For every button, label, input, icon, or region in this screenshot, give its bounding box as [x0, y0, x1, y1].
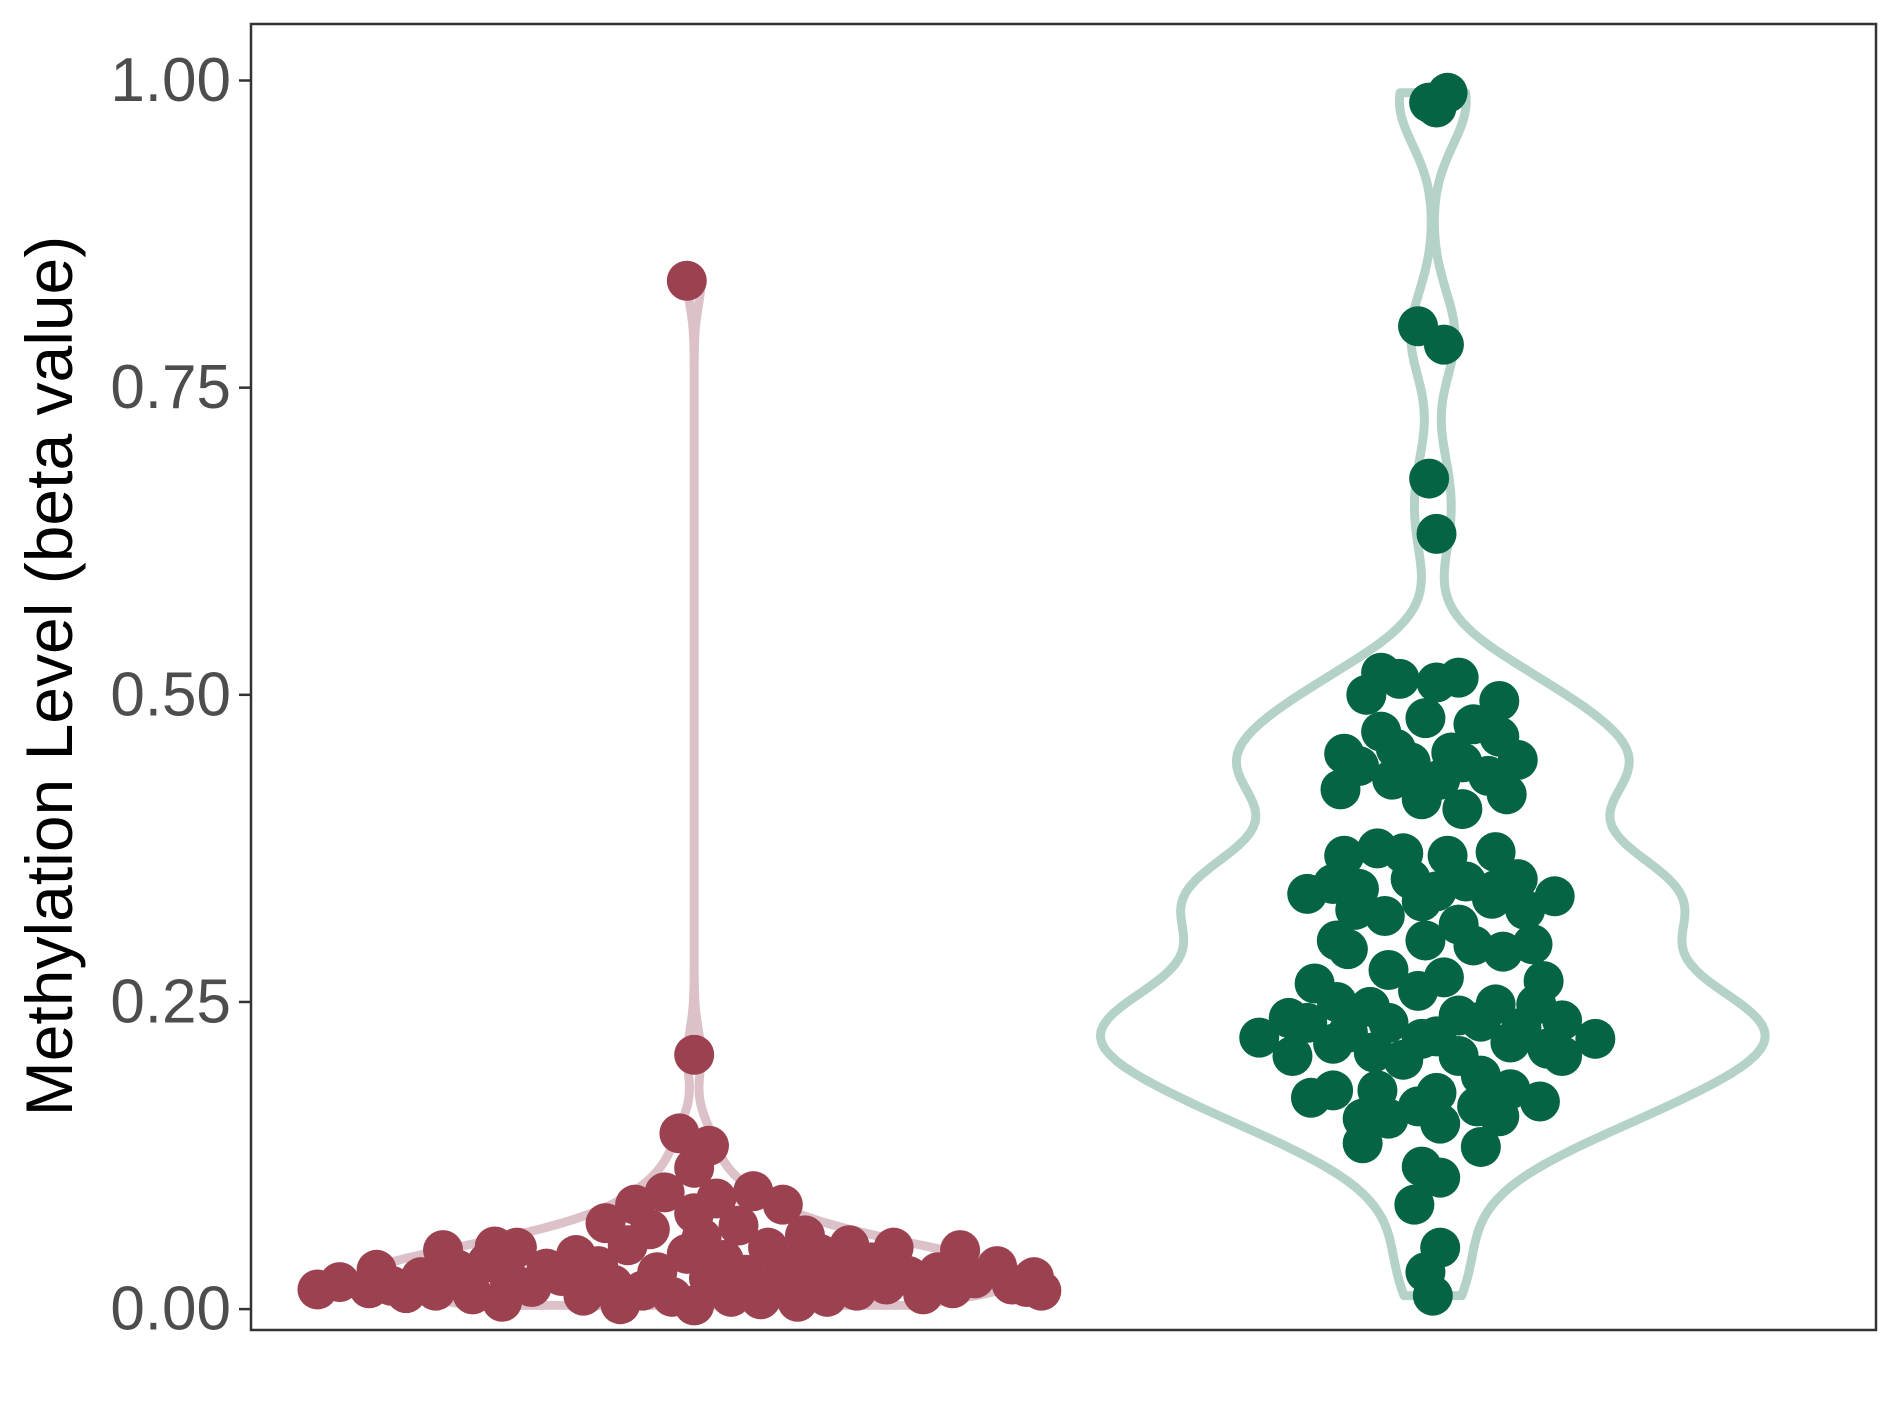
data-point	[666, 260, 707, 301]
plot-area	[297, 72, 1770, 1326]
data-point	[1420, 1103, 1461, 1144]
data-point	[629, 1209, 670, 1250]
y-axis: 0.00 0.25 0.50 0.75 1.00	[110, 46, 251, 1344]
data-point	[1479, 1096, 1520, 1137]
data-point	[1438, 657, 1479, 698]
data-point	[1287, 873, 1328, 914]
data-point	[1405, 698, 1446, 739]
data-point	[1575, 1018, 1616, 1059]
data-point	[1542, 1036, 1583, 1077]
data-point	[1460, 1126, 1501, 1167]
y-tick-label: 1.00	[110, 46, 231, 115]
data-point	[1519, 1081, 1560, 1122]
data-point	[1320, 769, 1361, 810]
data-point	[762, 1184, 803, 1225]
data-point	[1383, 1039, 1424, 1080]
data-point	[1398, 970, 1439, 1011]
data-point	[718, 1205, 759, 1246]
data-point	[1368, 950, 1409, 991]
data-point	[1316, 981, 1357, 1022]
data-point	[1346, 674, 1387, 715]
data-point	[1416, 513, 1457, 554]
y-tick-label: 0.25	[110, 967, 231, 1036]
data-point	[1427, 72, 1468, 113]
data-point	[1475, 870, 1516, 911]
data-point	[1313, 1070, 1354, 1111]
violin-outline	[1095, 88, 1770, 1301]
data-point	[1512, 924, 1553, 965]
y-tick-label: 0.50	[110, 660, 231, 729]
data-point	[1486, 774, 1527, 815]
data-point	[1327, 929, 1368, 970]
data-point	[496, 1227, 537, 1268]
data-point	[1420, 1157, 1461, 1198]
data-point	[644, 1172, 685, 1213]
y-tick-label: 0.75	[110, 353, 231, 422]
data-point	[1372, 759, 1413, 800]
data-point	[1534, 876, 1575, 917]
data-point	[1368, 1098, 1409, 1139]
data-point	[1239, 1017, 1280, 1058]
data-point	[1490, 1022, 1531, 1063]
data-point	[1405, 920, 1446, 961]
data-point	[1368, 1002, 1409, 1043]
data-point	[1401, 779, 1442, 820]
data-point	[1497, 739, 1538, 780]
data-point	[1475, 832, 1516, 873]
data-point	[696, 1178, 737, 1219]
data-point	[1416, 871, 1457, 912]
panel-border	[249, 22, 1878, 1332]
data-point	[1423, 324, 1464, 365]
data-point	[1479, 680, 1520, 721]
data-point	[1442, 789, 1483, 830]
data-point	[1412, 1275, 1453, 1316]
data-point	[1409, 458, 1450, 499]
data-point	[674, 1034, 715, 1075]
data-point	[1342, 1123, 1383, 1164]
data-point	[688, 1125, 729, 1166]
data-point	[1379, 658, 1420, 699]
data-point	[1021, 1270, 1062, 1311]
data-point	[1394, 1184, 1435, 1225]
data-point	[1364, 895, 1405, 936]
y-axis-title: Methylation Level (beta value)	[12, 236, 86, 1117]
data-point	[1460, 1001, 1501, 1042]
y-tick-label: 0.00	[110, 1275, 231, 1344]
data-point	[1272, 1036, 1313, 1077]
